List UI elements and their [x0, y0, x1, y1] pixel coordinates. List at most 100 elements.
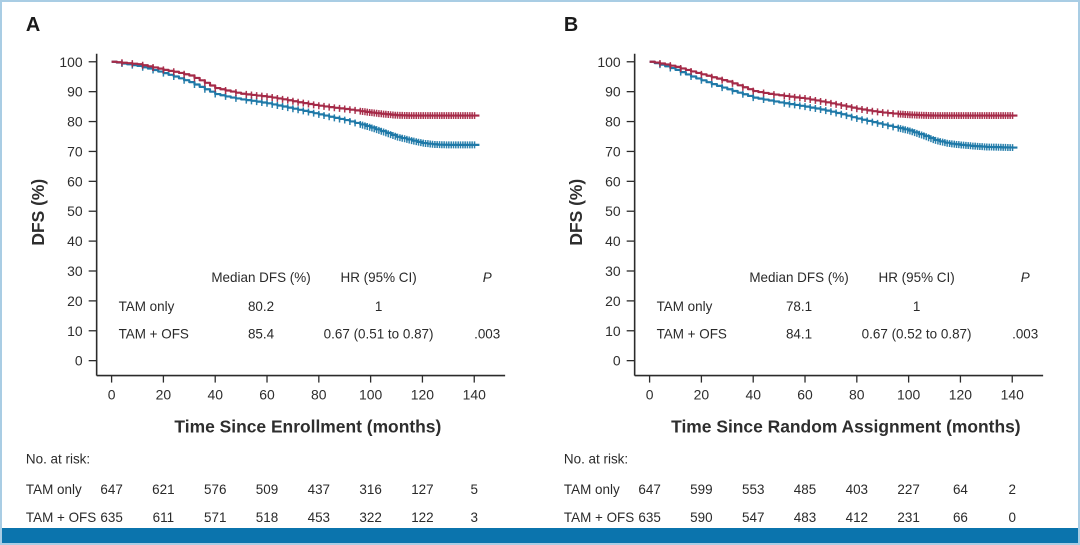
risk-count: 635 — [638, 510, 660, 525]
censor-marks — [659, 59, 1014, 120]
risk-count: 127 — [411, 482, 433, 497]
risk-count: 509 — [256, 482, 278, 497]
y-tick-label: 70 — [67, 143, 83, 159]
stats-hr-tam-ofs: 0.67 (0.51 to 0.87) — [324, 327, 434, 342]
y-tick-label: 40 — [67, 233, 83, 249]
survival-curves — [111, 59, 480, 149]
risk-count: 231 — [897, 510, 919, 525]
y-tick-label: 30 — [605, 263, 621, 279]
stats-group-tam-only: TAM only — [657, 299, 713, 314]
x-tick-label: 0 — [646, 387, 654, 403]
panels-row: A DFS (%) 0 10 20 30 40 50 60 70 80 90 100 0 20 40 60… — [2, 2, 1078, 528]
stats-group-tam-ofs: TAM + OFS — [657, 327, 727, 342]
risk-group-tam-ofs: TAM + OFS — [26, 510, 96, 525]
y-tick-label: 50 — [67, 203, 83, 219]
y-tick-label: 100 — [597, 54, 621, 70]
x-tick-label: 40 — [745, 387, 761, 403]
x-axis-title: Time Since Random Assignment (months) — [671, 416, 1020, 436]
y-tick-label: 0 — [75, 353, 83, 369]
risk-count: 518 — [256, 510, 278, 525]
panel-label: B — [564, 14, 578, 36]
y-tick-label: 80 — [67, 114, 83, 130]
panel-a: A DFS (%) 0 10 20 30 40 50 60 70 80 90 100 0 20 40 60… — [2, 2, 540, 528]
risk-counts-tam-ofs: 635 590 547 483 412 231 66 0 — [638, 510, 1016, 525]
risk-count: 485 — [794, 482, 816, 497]
risk-count: 122 — [411, 510, 433, 525]
risk-count: 316 — [359, 482, 381, 497]
risk-count: 403 — [846, 482, 868, 497]
x-tick-label: 20 — [694, 387, 710, 403]
stats-hr-tam-ofs: 0.67 (0.52 to 0.87) — [862, 327, 972, 342]
y-tick-label: 0 — [613, 353, 621, 369]
risk-count: 227 — [897, 482, 919, 497]
x-tick-label: 120 — [949, 387, 973, 403]
x-tick-label: 0 — [108, 387, 116, 403]
x-tick-label: 140 — [463, 387, 487, 403]
stats-group-tam-only: TAM only — [119, 299, 175, 314]
x-tick-label: 60 — [797, 387, 813, 403]
x-tick-label: 20 — [156, 387, 172, 403]
panel-label: A — [26, 14, 40, 36]
risk-count: 635 — [100, 510, 122, 525]
risk-table: No. at risk: TAM only TAM + OFS 647 599 55… — [564, 451, 1016, 525]
stats-header-p: P — [1021, 270, 1030, 285]
risk-count: 64 — [953, 482, 968, 497]
y-ticks: 0 10 20 30 40 50 60 70 80 90 100 — [59, 54, 97, 369]
stats-header-median: Median DFS (%) — [211, 270, 310, 285]
risk-count: 647 — [638, 482, 660, 497]
stats-median-tam-only: 78.1 — [786, 299, 812, 314]
risk-count: 412 — [846, 510, 868, 525]
y-tick-label: 90 — [67, 84, 83, 100]
risk-count: 576 — [204, 482, 226, 497]
censor-marks — [121, 59, 476, 120]
x-tick-label: 80 — [849, 387, 865, 403]
journal-accent-bar — [2, 528, 1078, 543]
risk-table: No. at risk: TAM only TAM + OFS 647 621 57… — [26, 451, 478, 525]
y-axis-title: DFS (%) — [566, 179, 586, 246]
x-ticks: 0 20 40 60 80 100 120 140 — [108, 375, 487, 403]
risk-group-tam-only: TAM only — [26, 482, 82, 497]
risk-group-tam-ofs: TAM + OFS — [564, 510, 634, 525]
risk-count: 0 — [1008, 510, 1015, 525]
x-tick-label: 120 — [411, 387, 435, 403]
y-tick-label: 10 — [67, 323, 83, 339]
x-tick-label: 40 — [207, 387, 223, 403]
x-tick-label: 80 — [311, 387, 327, 403]
y-tick-label: 100 — [59, 54, 83, 70]
x-ticks: 0 20 40 60 80 100 120 140 — [646, 375, 1024, 403]
x-tick-label: 100 — [897, 387, 921, 403]
stats-p-tam-ofs: .003 — [474, 327, 500, 342]
risk-count: 2 — [1008, 482, 1015, 497]
y-tick-label: 10 — [605, 323, 621, 339]
risk-count: 3 — [470, 510, 477, 525]
y-axis-title: DFS (%) — [28, 179, 48, 246]
y-tick-label: 60 — [605, 173, 621, 189]
y-tick-label: 20 — [605, 293, 621, 309]
y-tick-label: 80 — [605, 114, 621, 130]
risk-count: 621 — [152, 482, 174, 497]
y-tick-label: 30 — [67, 263, 83, 279]
y-tick-label: 40 — [605, 233, 621, 249]
risk-count: 547 — [742, 510, 764, 525]
risk-count: 553 — [742, 482, 764, 497]
km-curve-tam-ofs — [111, 60, 480, 117]
y-tick-label: 70 — [605, 143, 621, 159]
stats-header-hr: HR (95% CI) — [879, 270, 955, 285]
stats-header-median: Median DFS (%) — [749, 270, 848, 285]
risk-count: 571 — [204, 510, 226, 525]
risk-count: 5 — [470, 482, 477, 497]
stats-header-p: P — [483, 270, 492, 285]
risk-count: 483 — [794, 510, 816, 525]
y-ticks: 0 10 20 30 40 50 60 70 80 90 100 — [597, 54, 635, 369]
risk-counts-tam-ofs: 635 611 571 518 453 322 122 3 — [100, 510, 478, 525]
y-tick-label: 20 — [67, 293, 83, 309]
stats-median-tam-ofs: 85.4 — [248, 327, 275, 342]
panel-b: B DFS (%) 0 10 20 30 40 50 60 70 80 90 100 0 20 40 60… — [540, 2, 1078, 528]
x-tick-label: 60 — [259, 387, 275, 403]
risk-count: 647 — [100, 482, 122, 497]
stats-header-hr: HR (95% CI) — [341, 270, 417, 285]
y-tick-label: 60 — [67, 173, 83, 189]
panel-a-chart: A DFS (%) 0 10 20 30 40 50 60 70 80 90 100 0 20 40 60… — [26, 14, 506, 525]
risk-counts-tam-only: 647 599 553 485 403 227 64 2 — [638, 482, 1016, 497]
